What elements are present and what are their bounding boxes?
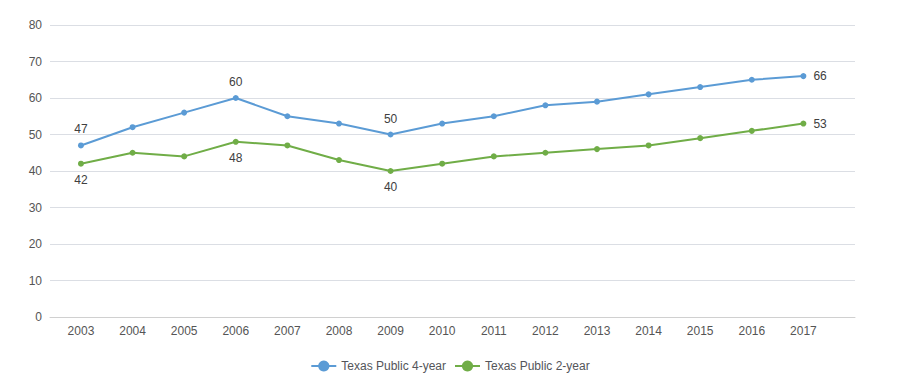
svg-text:50: 50 (384, 112, 398, 126)
svg-text:0: 0 (35, 310, 42, 324)
svg-text:66: 66 (813, 69, 827, 83)
svg-text:Texas Public 4-year: Texas Public 4-year (341, 359, 446, 373)
svg-text:2014: 2014 (635, 324, 662, 338)
svg-text:47: 47 (74, 122, 88, 136)
svg-text:20: 20 (29, 237, 43, 251)
svg-text:40: 40 (29, 164, 43, 178)
svg-text:2009: 2009 (377, 324, 404, 338)
svg-text:60: 60 (229, 75, 243, 89)
svg-text:2010: 2010 (429, 324, 456, 338)
svg-text:60: 60 (29, 91, 43, 105)
svg-text:2007: 2007 (274, 324, 301, 338)
svg-text:70: 70 (29, 55, 43, 69)
svg-text:2006: 2006 (222, 324, 249, 338)
svg-text:10: 10 (29, 274, 43, 288)
svg-text:2017: 2017 (790, 324, 817, 338)
svg-text:80: 80 (29, 18, 43, 32)
svg-text:48: 48 (229, 151, 243, 165)
svg-text:2012: 2012 (532, 324, 559, 338)
svg-text:50: 50 (29, 128, 43, 142)
svg-text:2015: 2015 (687, 324, 714, 338)
svg-text:2005: 2005 (171, 324, 198, 338)
svg-text:Texas Public 2-year: Texas Public 2-year (485, 359, 590, 373)
svg-text:2003: 2003 (68, 324, 95, 338)
svg-text:2013: 2013 (584, 324, 611, 338)
svg-text:2008: 2008 (326, 324, 353, 338)
svg-text:30: 30 (29, 201, 43, 215)
svg-text:2004: 2004 (119, 324, 146, 338)
svg-text:42: 42 (74, 173, 88, 187)
svg-text:53: 53 (813, 117, 827, 131)
svg-text:40: 40 (384, 180, 398, 194)
svg-text:2016: 2016 (738, 324, 765, 338)
svg-text:2011: 2011 (481, 324, 507, 338)
